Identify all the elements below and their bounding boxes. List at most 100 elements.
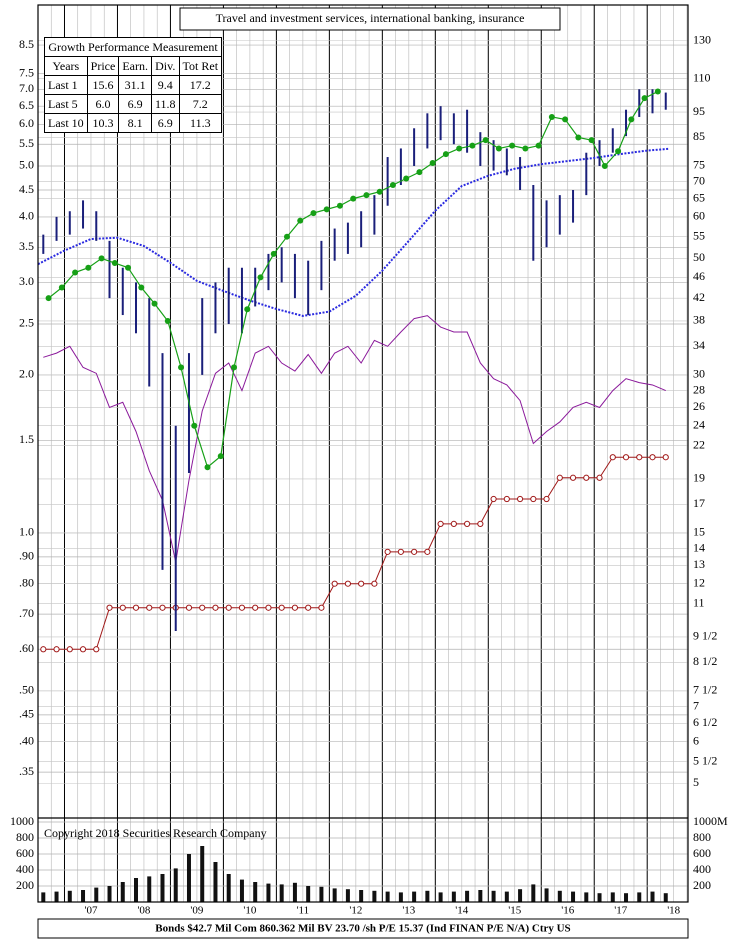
- dividend-point: [132, 604, 140, 611]
- table-header: Years Price Earn. Div. Tot Ret: [44, 56, 223, 76]
- y2-tick-label: 95: [693, 104, 705, 118]
- y2-tick-label: 8 1/2: [693, 654, 717, 668]
- relative-strength-line: [37, 147, 669, 317]
- dividend-point: [331, 580, 338, 587]
- cell: 7.2: [178, 94, 223, 114]
- volume-bar: [186, 854, 191, 902]
- volume-bar: [253, 882, 258, 902]
- earnings-point: [654, 88, 661, 95]
- earnings-point: [164, 317, 171, 324]
- y-tick-label: 4.5: [19, 182, 34, 196]
- volume-bar: [213, 862, 218, 902]
- volume-bar: [518, 889, 523, 902]
- earnings-point: [244, 306, 251, 313]
- dividend-point: [477, 520, 484, 528]
- x-tick-label: '17: [614, 905, 627, 917]
- volume-bar: [465, 890, 470, 902]
- dividend-point: [622, 454, 630, 461]
- earnings-point: [522, 145, 529, 152]
- y2-tick-label: 75: [693, 158, 705, 172]
- dividend-point: [516, 495, 524, 503]
- volume-bar: [637, 892, 642, 902]
- y-tick-label: 8.5: [19, 37, 34, 51]
- dividend-point: [543, 495, 550, 503]
- volume-bar: [531, 884, 536, 902]
- earnings-point: [628, 116, 635, 123]
- earnings-point: [111, 260, 118, 267]
- y2-tick-label: 5: [693, 775, 699, 789]
- x-tick-label: '14: [455, 905, 468, 917]
- dividend-point: [252, 604, 259, 611]
- y-tick-label: 1.0: [19, 525, 34, 539]
- volume-bar: [438, 892, 443, 902]
- y-tick-label: 7.0: [19, 81, 34, 95]
- y2-tick-label: 30: [693, 367, 705, 381]
- earnings-point: [442, 151, 449, 158]
- x-tick-label: '12: [349, 905, 362, 917]
- earnings-point: [535, 142, 542, 149]
- header-cell: Price: [86, 56, 120, 76]
- earnings-point: [469, 142, 476, 149]
- earnings-point: [456, 145, 463, 152]
- copyright: Copyright 2018 Securities Research Compa…: [44, 826, 267, 840]
- y2-tick-label: 9 1/2: [693, 629, 717, 643]
- chart-title: Travel and investment services, internat…: [216, 11, 525, 25]
- volume-tick-label: 600: [16, 846, 34, 860]
- y-tick-label: .40: [19, 733, 34, 747]
- dividend-point: [305, 604, 312, 611]
- header-cell: Earn.: [118, 56, 152, 76]
- volume-bar: [81, 890, 86, 902]
- dividend-point: [609, 454, 616, 461]
- y-tick-label: .70: [19, 606, 34, 620]
- x-tick-label: '08: [137, 905, 150, 917]
- y-tick-label: 5.0: [19, 158, 34, 172]
- volume-bar: [663, 893, 668, 902]
- y-tick-label: 7.5: [19, 65, 34, 79]
- earnings-point: [482, 137, 489, 144]
- cell: 9.4: [150, 75, 180, 95]
- volume-bar: [266, 883, 271, 902]
- table-row: Last 10 10.3 8.1 6.9 11.3: [44, 113, 223, 133]
- table-row: Last 1 15.6 31.1 9.4 17.2: [44, 75, 223, 95]
- frame: Travel and investment services, internat…: [37, 4, 689, 939]
- earnings-point: [98, 255, 105, 262]
- cell: 10.3: [86, 113, 120, 133]
- dividend-point: [530, 495, 537, 503]
- volume-tick-label-right: 200: [693, 878, 711, 892]
- y2-tick-label: 14: [693, 540, 705, 554]
- cell: Last 5: [44, 94, 88, 114]
- dividend-point: [344, 580, 352, 587]
- x-tick-label: '15: [508, 905, 521, 917]
- volume-bar: [54, 891, 59, 902]
- cell: 6.9: [118, 94, 152, 114]
- y2-tick-label: 13: [693, 557, 705, 571]
- y2-tick-label: 60: [693, 209, 705, 223]
- dividend-point: [424, 548, 431, 555]
- earnings-point: [548, 113, 555, 120]
- cell: 8.1: [118, 113, 152, 133]
- dividend-point: [397, 548, 404, 555]
- dividend-point: [358, 580, 365, 587]
- dividend-point: [371, 580, 378, 587]
- volume-bar: [200, 846, 205, 902]
- dividend-point: [450, 520, 457, 528]
- volume-bar: [372, 890, 377, 902]
- dividend-point: [662, 454, 669, 461]
- earnings-point: [601, 162, 608, 169]
- volume-bar: [226, 874, 231, 902]
- earnings-point: [297, 217, 304, 224]
- cell: Last 1: [44, 75, 88, 95]
- dividend-point: [225, 604, 232, 611]
- y2-tick-label: 26: [693, 399, 705, 413]
- dividend-point: [93, 646, 100, 653]
- y-tick-label: 5.5: [19, 136, 34, 150]
- volume-bar: [385, 891, 390, 902]
- volume-bar: [319, 886, 324, 902]
- y-tick-label: .45: [19, 707, 34, 721]
- volume-tick-label-right: 600: [693, 846, 711, 860]
- x-tick-label: '10: [243, 905, 256, 917]
- cell: 11.3: [178, 113, 223, 133]
- volume-tick-label-right: 800: [693, 830, 711, 844]
- earnings-point: [138, 284, 145, 291]
